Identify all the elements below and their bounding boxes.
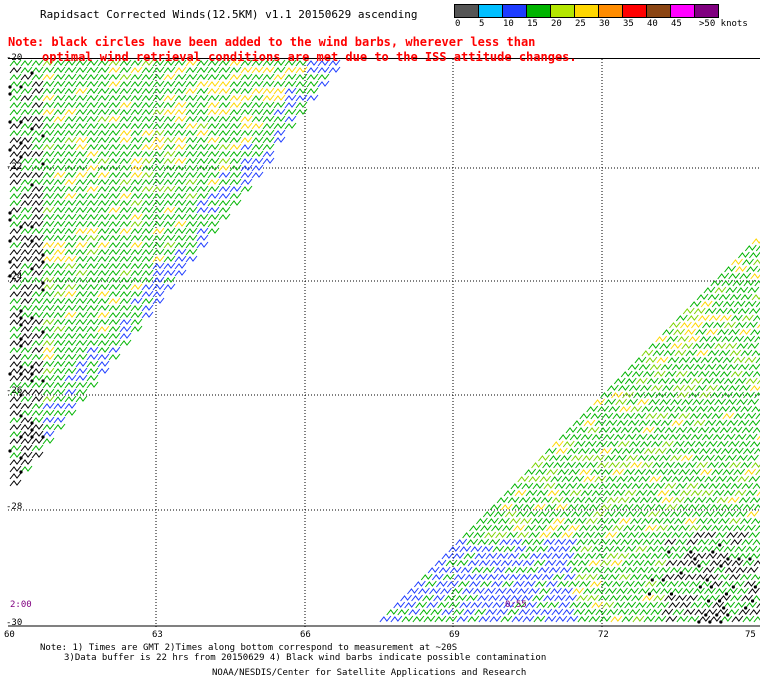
map-title: Rapidsact Corrected Winds(12.5KM) v1.1 2… <box>40 8 418 21</box>
lon-label-60: 60 <box>4 630 15 640</box>
legend-swatch-8 <box>646 4 671 18</box>
lat-label-26: -26 <box>6 386 23 396</box>
legend-label-0: 0 <box>455 19 461 29</box>
legend-label-4: 20 <box>551 19 562 29</box>
time-label-left: 2:00 <box>10 600 32 610</box>
legend-label-9: 45 <box>671 19 682 29</box>
lat-label-20: -20 <box>6 53 23 63</box>
legend-swatch-0 <box>454 4 479 18</box>
contamination-note-line-1: Note: black circles have been added to t… <box>8 35 536 49</box>
legend-swatch-2 <box>502 4 527 18</box>
legend-swatch-4 <box>550 4 575 18</box>
legend-label-3: 15 <box>527 19 538 29</box>
lon-label-72: 72 <box>598 630 609 640</box>
wind-speed-legend: 0 5 10 15 20 25 30 35 40 45 >50 knots <box>454 4 748 32</box>
lon-label-69: 69 <box>449 630 460 640</box>
legend-swatch-1 <box>478 4 503 18</box>
time-label-right: 0:55 <box>505 600 527 610</box>
legend-swatches <box>454 4 719 18</box>
footnote-credit: NOAA/NESDIS/Center for Satellite Applica… <box>212 668 527 678</box>
footnote-line-2: 3)Data buffer is 22 hrs from 20150629 4)… <box>64 653 547 663</box>
legend-swatch-6 <box>598 4 623 18</box>
lat-label-28: -28 <box>6 502 23 512</box>
legend-label-7: 35 <box>623 19 634 29</box>
legend-label-10: >50 knots <box>699 19 748 29</box>
legend-swatch-3 <box>526 4 551 18</box>
lat-label-30: -30 <box>6 618 23 628</box>
contamination-note-line-2: optimal wind retrieval conditions are me… <box>42 50 577 64</box>
legend-label-5: 25 <box>575 19 586 29</box>
legend-label-2: 10 <box>503 19 514 29</box>
legend-swatch-10 <box>694 4 719 18</box>
footnote-line-1: Note: 1) Times are GMT 2)Times along bot… <box>40 643 458 653</box>
legend-label-8: 40 <box>647 19 658 29</box>
legend-swatch-5 <box>574 4 599 18</box>
lat-label-22: -22 <box>6 162 23 172</box>
legend-label-6: 30 <box>599 19 610 29</box>
lon-label-66: 66 <box>300 630 311 640</box>
wind-barbs <box>8 59 760 624</box>
lat-label-24: -24 <box>6 272 23 282</box>
lon-label-63: 63 <box>152 630 163 640</box>
legend-swatch-7 <box>622 4 647 18</box>
legend-label-1: 5 <box>479 19 485 29</box>
legend-swatch-9 <box>670 4 695 18</box>
wind-barb-map <box>8 59 760 627</box>
legend-labels: 0 5 10 15 20 25 30 35 40 45 >50 knots <box>454 18 748 32</box>
lon-label-75: 75 <box>745 630 756 640</box>
map-area <box>8 58 760 627</box>
